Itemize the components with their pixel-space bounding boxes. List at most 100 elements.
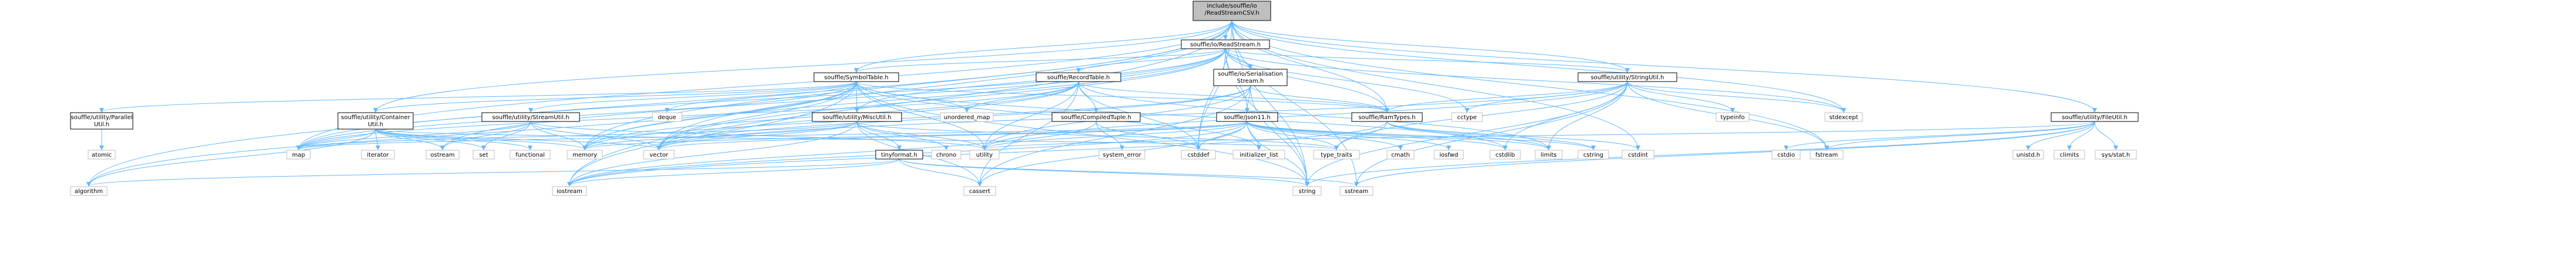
edge-fileutil-to-sstream bbox=[1354, 121, 2095, 187]
edge-stringutil-to-utility bbox=[982, 81, 1628, 150]
node-box bbox=[361, 150, 395, 160]
node-label: souffle/utility/FileUtil.h bbox=[2062, 114, 2128, 121]
node-box bbox=[963, 186, 996, 196]
edge-fileutil-to-climits bbox=[2067, 121, 2095, 150]
node-label: unordered_map bbox=[944, 114, 990, 121]
edge-tinyformat-to-sstream bbox=[899, 158, 1359, 187]
edge-containerutil-to-type_traits bbox=[375, 129, 1339, 150]
node-label: chrono bbox=[936, 152, 956, 158]
edge-containerutil-to-functional bbox=[375, 129, 532, 150]
node-label: memory bbox=[572, 152, 597, 158]
edge-compiledtuple-to-cstddef bbox=[1096, 121, 1201, 150]
node-ostream: ostream bbox=[426, 150, 460, 160]
node-label: initializer_list bbox=[1240, 152, 1278, 158]
edge-streamutil-to-set bbox=[481, 121, 531, 150]
node-iostream: iostream bbox=[552, 186, 587, 196]
node-box bbox=[1577, 150, 1609, 160]
node-readstream[interactable]: souffle/io/ReadStream.h bbox=[1181, 39, 1270, 49]
edge-root-to-algorithm bbox=[86, 20, 1232, 187]
edge-serialisation-to-memory bbox=[582, 85, 1251, 150]
edge-streamutil-to-map bbox=[296, 121, 531, 150]
node-ramtypes[interactable]: souffle/RamTypes.h bbox=[1351, 112, 1423, 122]
edge-readstream-to-serialisation bbox=[1225, 48, 1253, 69]
edge-readstream-to-cstddef bbox=[1196, 48, 1226, 150]
node-json11[interactable]: souffle/json11.h bbox=[1216, 112, 1278, 122]
node-label: string bbox=[1299, 188, 1316, 195]
edge-containerutil-to-memory bbox=[375, 129, 587, 150]
node-compiledtuple[interactable]: souffle/CompiledTuple.h bbox=[1051, 112, 1141, 122]
node-label: algorithm bbox=[75, 188, 103, 195]
edge-symboltable-to-streamutil bbox=[528, 81, 857, 113]
node-box bbox=[931, 150, 962, 160]
node-box bbox=[1351, 112, 1423, 122]
node-miscutil[interactable]: souffle/utility/MiscUtil.h bbox=[812, 112, 902, 122]
node-root[interactable]: include/souffle/io/ReadStreamCSV.h bbox=[1192, 1, 1271, 21]
node-tinyformat[interactable]: tinyformat.h bbox=[875, 150, 923, 160]
edge-streamutil-to-ostream bbox=[440, 121, 531, 150]
edge-symboltable-to-deque bbox=[665, 81, 857, 113]
edge-containerutil-to-algorithm bbox=[86, 129, 376, 187]
edge-stringutil-to-typeinfo bbox=[1627, 81, 1735, 113]
edge-symboltable-to-algorithm bbox=[86, 81, 857, 187]
node-label: cstddef bbox=[1188, 152, 1210, 158]
node-algorithm: algorithm bbox=[70, 186, 108, 196]
node-box bbox=[286, 150, 311, 160]
node-fileutil[interactable]: souffle/utility/FileUtil.h bbox=[2051, 112, 2139, 122]
edge-containerutil-to-iterator bbox=[375, 129, 380, 150]
edge-miscutil-to-iostream bbox=[567, 121, 857, 187]
edge-symboltable-to-containerutil bbox=[373, 81, 857, 113]
node-box bbox=[1577, 72, 1677, 82]
node-box bbox=[510, 150, 551, 160]
node-box bbox=[969, 150, 1000, 160]
node-label: souffle/io/ReadStream.h bbox=[1190, 42, 1261, 48]
edge-json11-to-iosfwd bbox=[1247, 121, 1451, 150]
node-label: sstream bbox=[1345, 188, 1368, 195]
edge-containerutil-to-vector bbox=[375, 129, 661, 150]
edge-fileutil-to-unistd bbox=[2026, 121, 2095, 150]
node-box bbox=[1098, 150, 1145, 160]
node-stringutil[interactable]: souffle/utility/StringUtil.h bbox=[1577, 72, 1677, 82]
node-label: vector bbox=[649, 152, 669, 158]
node-label: cstdlib bbox=[1496, 152, 1515, 158]
edge-readstream-to-stringutil bbox=[1225, 48, 1630, 73]
node-label: souffle/utility/MiscUtil.h bbox=[822, 114, 891, 121]
edge-symboltable-to-string bbox=[856, 81, 1309, 187]
node-label: stdexcept bbox=[1829, 114, 1858, 121]
node-box bbox=[1292, 186, 1322, 196]
edge-containerutil-to-set bbox=[375, 129, 486, 150]
node-unistd: unistd.h bbox=[2012, 150, 2044, 160]
edge-readstream-to-map bbox=[296, 48, 1226, 150]
edge-json11-to-type_traits bbox=[1247, 121, 1339, 150]
node-cstring: cstring bbox=[1577, 150, 1609, 160]
node-box bbox=[1716, 112, 1750, 122]
node-box bbox=[1433, 150, 1464, 160]
node-label: souffle/utility/Parallel bbox=[71, 114, 132, 121]
node-utility: utility bbox=[969, 150, 1000, 160]
node-streamutil[interactable]: souffle/utility/StreamUtil.h bbox=[481, 112, 580, 122]
edge-readstream-to-symboltable bbox=[854, 48, 1226, 73]
node-stdexcept: stdexcept bbox=[1824, 112, 1863, 122]
node-box bbox=[1216, 112, 1278, 122]
node-box bbox=[473, 150, 495, 160]
node-box bbox=[552, 186, 587, 196]
node-label: system_error bbox=[1103, 152, 1141, 158]
edge-ramtypes-to-limits bbox=[1386, 121, 1551, 150]
node-box bbox=[2095, 150, 2137, 160]
node-box bbox=[1051, 112, 1141, 122]
node-recordtable[interactable]: souffle/RecordTable.h bbox=[1036, 72, 1121, 82]
edge-stringutil-to-ramtypes bbox=[1385, 81, 1628, 113]
node-sstream: sstream bbox=[1339, 186, 1374, 196]
node-symboltable[interactable]: souffle/SymbolTable.h bbox=[813, 72, 899, 82]
node-label: cmath bbox=[1391, 152, 1410, 158]
node-iosfwd: iosfwd bbox=[1433, 150, 1464, 160]
edge-json11-to-memory bbox=[582, 121, 1248, 150]
edge-stringutil-to-sstream bbox=[1354, 81, 1628, 187]
edge-compiledtuple-to-system_error bbox=[1096, 121, 1124, 150]
node-cstdio: cstdio bbox=[1771, 150, 1801, 160]
edge-root-to-iostream bbox=[567, 20, 1232, 187]
node-label: iterator bbox=[367, 152, 389, 158]
node-label: ostream bbox=[430, 152, 454, 158]
